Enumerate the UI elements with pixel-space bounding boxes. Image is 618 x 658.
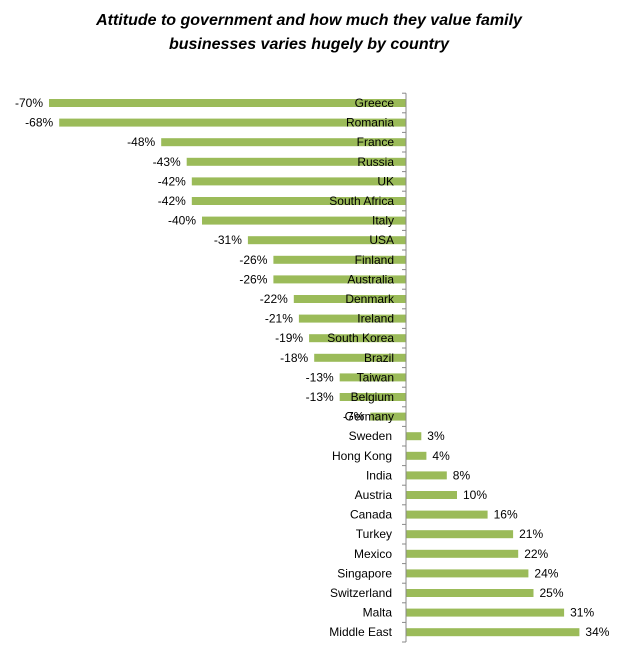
bar-south-africa bbox=[191, 197, 406, 205]
value-label-south-africa: -42% bbox=[158, 194, 186, 208]
category-label-middle-east: Middle East bbox=[329, 625, 392, 639]
bar-uk bbox=[191, 177, 406, 186]
value-label-malta: 31% bbox=[570, 606, 594, 620]
bar-mexico bbox=[406, 549, 519, 558]
bar-finland bbox=[273, 255, 406, 264]
bar-russia bbox=[186, 157, 406, 166]
bar-romania bbox=[59, 118, 406, 127]
value-label-switzerland: 25% bbox=[540, 586, 564, 600]
value-label-italy: -40% bbox=[168, 214, 196, 228]
value-label-brazil: -18% bbox=[280, 351, 308, 365]
category-label-mexico: Mexico bbox=[354, 547, 392, 561]
category-label-germany: Germany bbox=[345, 410, 394, 424]
value-label-france: -48% bbox=[127, 135, 155, 149]
bar-turkey bbox=[406, 530, 514, 539]
bar-germany bbox=[370, 412, 406, 421]
value-label-hong-kong: 4% bbox=[432, 449, 450, 463]
category-label-uk: UK bbox=[377, 174, 394, 188]
value-label-ireland: -21% bbox=[265, 312, 293, 326]
value-label-mexico: 22% bbox=[524, 547, 548, 561]
bar-middle-east bbox=[406, 628, 580, 637]
category-label-south-africa: South Africa bbox=[329, 194, 394, 208]
value-label-south-korea: -19% bbox=[275, 331, 303, 345]
bar-france bbox=[161, 138, 406, 147]
category-label-romania: Romania bbox=[346, 116, 394, 130]
value-label-middle-east: 34% bbox=[585, 625, 609, 639]
category-label-canada: Canada bbox=[350, 508, 392, 522]
bar-hong-kong bbox=[406, 451, 427, 460]
bar-canada bbox=[406, 510, 488, 519]
category-label-taiwan: Taiwan bbox=[357, 370, 394, 384]
bar-brazil bbox=[314, 353, 406, 362]
bar-switzerland bbox=[406, 589, 534, 597]
value-label-belgium: -13% bbox=[306, 390, 334, 404]
bar-usa bbox=[247, 236, 406, 245]
bar-denmark bbox=[293, 295, 406, 303]
value-label-romania: -68% bbox=[25, 116, 53, 130]
bar-singapore bbox=[406, 569, 529, 578]
category-label-usa: USA bbox=[369, 233, 394, 247]
category-label-ireland: Ireland bbox=[357, 312, 394, 326]
value-label-greece: -70% bbox=[15, 96, 43, 110]
category-label-russia: Russia bbox=[357, 155, 394, 169]
category-label-denmark: Denmark bbox=[345, 292, 395, 306]
bar-sweden bbox=[406, 432, 422, 441]
bar-malta bbox=[406, 608, 565, 617]
category-label-australia: Australia bbox=[347, 272, 394, 286]
category-label-finland: Finland bbox=[355, 253, 394, 267]
value-label-uk: -42% bbox=[158, 174, 186, 188]
chart-title-line-2: businesses varies hugely by country bbox=[168, 36, 450, 53]
value-label-sweden: 3% bbox=[427, 429, 445, 443]
bar-south-korea bbox=[309, 334, 406, 343]
value-label-taiwan: -13% bbox=[306, 370, 334, 384]
category-label-south-korea: South Korea bbox=[327, 331, 394, 345]
value-label-usa: -31% bbox=[214, 233, 242, 247]
value-label-australia: -26% bbox=[239, 272, 267, 286]
value-label-canada: 16% bbox=[494, 508, 518, 522]
value-label-singapore: 24% bbox=[534, 566, 558, 580]
bar-india bbox=[406, 471, 447, 480]
category-label-brazil: Brazil bbox=[364, 351, 394, 365]
category-label-turkey: Turkey bbox=[356, 527, 392, 541]
bar-austria bbox=[406, 491, 457, 499]
value-label-russia: -43% bbox=[153, 155, 181, 169]
value-label-denmark: -22% bbox=[260, 292, 288, 306]
category-label-belgium: Belgium bbox=[351, 390, 394, 404]
category-label-singapore: Singapore bbox=[337, 566, 392, 580]
category-label-sweden: Sweden bbox=[349, 429, 392, 443]
category-label-italy: Italy bbox=[372, 214, 394, 228]
value-label-finland: -26% bbox=[239, 253, 267, 267]
category-label-austria: Austria bbox=[355, 488, 393, 502]
bar-belgium bbox=[339, 393, 406, 401]
bar-italy bbox=[202, 216, 406, 225]
category-label-switzerland: Switzerland bbox=[330, 586, 392, 600]
chart-title-line-1: Attitude to government and how much they… bbox=[96, 12, 522, 29]
category-label-hong-kong: Hong Kong bbox=[332, 449, 392, 463]
bar-ireland bbox=[298, 314, 406, 323]
value-label-austria: 10% bbox=[463, 488, 487, 502]
category-label-france: France bbox=[357, 135, 395, 149]
category-label-malta: Malta bbox=[363, 606, 393, 620]
category-label-india: India bbox=[366, 468, 392, 482]
bar-greece bbox=[49, 99, 406, 107]
bar-taiwan bbox=[339, 373, 406, 382]
value-label-germany: -7% bbox=[343, 410, 365, 424]
value-label-turkey: 21% bbox=[519, 527, 543, 541]
bar-australia bbox=[273, 275, 406, 284]
value-label-india: 8% bbox=[453, 468, 471, 482]
category-label-greece: Greece bbox=[355, 96, 395, 110]
